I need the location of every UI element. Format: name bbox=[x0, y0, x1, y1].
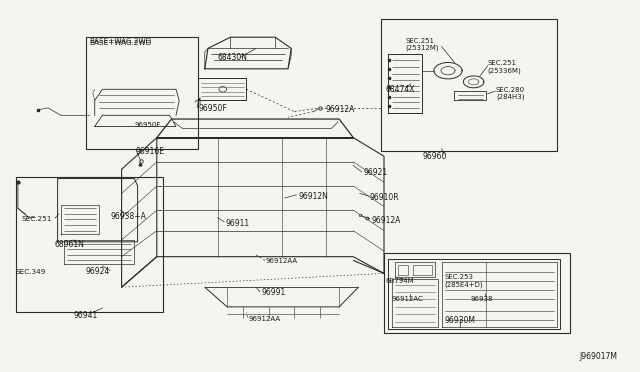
Text: 96924: 96924 bbox=[85, 267, 109, 276]
Bar bbox=[381, 19, 557, 151]
Text: 96911: 96911 bbox=[225, 219, 250, 228]
Bar bbox=[384, 253, 570, 333]
Text: 96912AA: 96912AA bbox=[266, 258, 298, 264]
Text: 68430N: 68430N bbox=[218, 53, 248, 62]
Text: 96950F: 96950F bbox=[134, 122, 161, 128]
Bar bbox=[16, 177, 163, 312]
Text: 96921: 96921 bbox=[364, 169, 388, 177]
Text: 96912N: 96912N bbox=[298, 192, 328, 201]
Text: 96938+A: 96938+A bbox=[110, 212, 146, 221]
Text: 96941: 96941 bbox=[74, 311, 98, 320]
Text: 6B794M: 6B794M bbox=[386, 278, 415, 284]
Bar bbox=[86, 37, 198, 149]
Text: 68474X: 68474X bbox=[386, 85, 415, 94]
Text: 96938: 96938 bbox=[470, 296, 493, 302]
Text: 96912A: 96912A bbox=[371, 216, 401, 225]
Text: BASE+WAG.2WD: BASE+WAG.2WD bbox=[90, 40, 152, 46]
Text: SEC.280
(284H3): SEC.280 (284H3) bbox=[496, 87, 525, 100]
Text: SEC.251: SEC.251 bbox=[22, 217, 52, 222]
Text: 96960: 96960 bbox=[422, 152, 447, 161]
Text: SEC.349: SEC.349 bbox=[16, 269, 46, 275]
Text: 96910R: 96910R bbox=[370, 193, 399, 202]
Text: 96912AA: 96912AA bbox=[248, 316, 280, 322]
Text: SEC.253
(285E4+D): SEC.253 (285E4+D) bbox=[445, 274, 483, 288]
Text: J969017M: J969017M bbox=[579, 352, 617, 361]
Text: 96916E: 96916E bbox=[136, 147, 164, 155]
Text: 96930M: 96930M bbox=[445, 316, 476, 325]
Text: 96991: 96991 bbox=[261, 288, 285, 297]
Text: 96912A: 96912A bbox=[325, 105, 355, 114]
Text: 96912AC: 96912AC bbox=[392, 296, 424, 302]
Text: SEC.251
(25312M): SEC.251 (25312M) bbox=[405, 38, 439, 51]
Text: SEC.251
(25336M): SEC.251 (25336M) bbox=[488, 60, 522, 74]
Text: BASE+WAG.2WD: BASE+WAG.2WD bbox=[90, 38, 152, 44]
Text: 68961N: 68961N bbox=[54, 240, 84, 249]
Text: 96950F: 96950F bbox=[198, 104, 227, 113]
